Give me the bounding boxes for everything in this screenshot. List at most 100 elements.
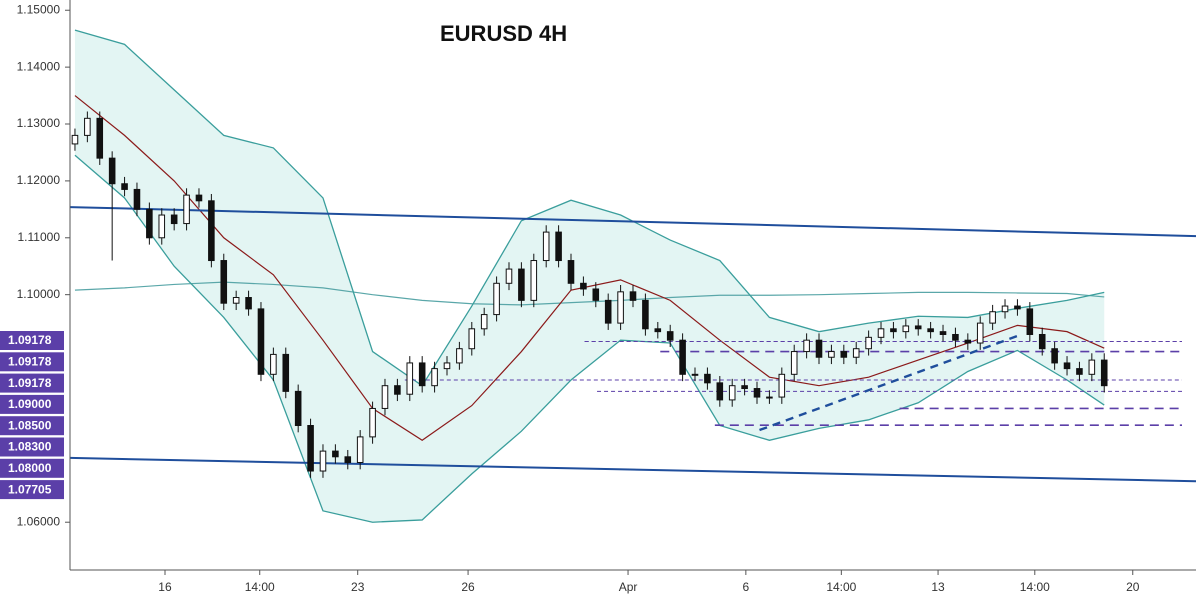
price-label: 1.09178 [8, 376, 52, 390]
x-tick-label: 13 [931, 580, 945, 594]
candle-body [890, 328, 897, 333]
candle-body [431, 368, 438, 387]
candle-body [580, 282, 587, 290]
candle-body [654, 328, 662, 333]
candle-body [394, 385, 401, 395]
x-tick-label: 23 [351, 580, 365, 594]
candle-body [567, 260, 575, 284]
candle-body [691, 373, 699, 376]
y-tick-label: 1.06000 [17, 514, 61, 528]
candle-body [1001, 305, 1009, 313]
candle-body [741, 385, 748, 390]
candle-body [865, 336, 872, 350]
candle-body [1026, 308, 1034, 335]
candle-body [828, 351, 835, 358]
candle-body [914, 325, 922, 330]
price-label-box [0, 437, 64, 457]
candle-body [158, 214, 166, 239]
candle-body [1076, 368, 1083, 375]
price-label: 1.08000 [8, 461, 52, 475]
candle-body [71, 134, 79, 145]
candle-body [530, 260, 538, 301]
y-tick-label: 1.14000 [17, 59, 61, 73]
candle-body [480, 314, 488, 330]
candle-body [418, 362, 426, 387]
candle-body [443, 362, 451, 370]
x-tick-label: 14:00 [1020, 580, 1050, 594]
price-label-box [0, 352, 64, 372]
candle-body [195, 194, 203, 202]
candle-body [1088, 359, 1096, 375]
candle-body [1014, 305, 1021, 310]
x-tick-label: 14:00 [826, 580, 856, 594]
price-label: 1.08500 [8, 418, 52, 432]
y-tick-label: 1.10000 [17, 287, 61, 301]
band-fill [74, 30, 1105, 523]
candle-body [704, 373, 711, 384]
trend-line [69, 206, 1196, 238]
y-tick-label: 1.15000 [17, 2, 61, 16]
candle-body [902, 325, 910, 333]
candle-body [406, 362, 414, 395]
candle-body [716, 382, 724, 401]
x-tick-label: 20 [1126, 580, 1140, 594]
price-label: 1.08300 [8, 440, 52, 454]
candle-body [208, 200, 215, 262]
candle-body [369, 407, 376, 438]
price-label: 1.09178 [8, 354, 52, 368]
candle-body [927, 328, 934, 333]
candle-body [1038, 333, 1046, 350]
lower-line [74, 154, 1105, 523]
x-tick-label: 6 [743, 580, 750, 594]
candle-body [592, 288, 600, 301]
candle-body [964, 339, 972, 344]
candle-body [307, 425, 314, 472]
candle-body [257, 308, 265, 375]
candle-body [617, 291, 624, 324]
y-tick-label: 1.13000 [17, 116, 61, 130]
price-label-box [0, 458, 64, 478]
candle-body [840, 351, 848, 358]
candle-body [728, 385, 736, 401]
candle-body [146, 208, 153, 239]
chart-title: EURUSD 4H [440, 21, 567, 46]
y-tick-label: 1.11000 [18, 230, 61, 244]
price-label: 1.07705 [8, 482, 52, 496]
candle-body [1063, 362, 1071, 370]
candle-body [332, 450, 339, 458]
candle-body [220, 260, 228, 304]
candle-body [232, 297, 240, 304]
candle-body [319, 450, 327, 472]
candle-body [505, 268, 513, 284]
candle-body [679, 339, 686, 375]
x-tick-label: Apr [619, 580, 638, 594]
candle-body [766, 396, 773, 399]
price-label-box [0, 373, 64, 393]
x-tick-label: 16 [158, 580, 172, 594]
candle-body [96, 117, 104, 159]
candle-body [803, 339, 810, 353]
candle-body [108, 157, 116, 185]
trend-line [759, 333, 1021, 432]
candle-body [170, 214, 178, 225]
upper-line [74, 29, 1105, 387]
candle-body [133, 188, 141, 210]
price-label: 1.09178 [8, 333, 52, 347]
price-label-box [0, 416, 64, 436]
candle-body [939, 331, 947, 335]
candle-body [282, 353, 290, 392]
trend-line [69, 456, 1196, 483]
candle-body [1051, 348, 1058, 364]
price-label-box [0, 480, 64, 500]
price-label-box [0, 331, 64, 350]
candle-body [270, 353, 277, 375]
candle-body [604, 299, 612, 324]
candle-body [629, 291, 637, 301]
candle-body [790, 351, 798, 375]
candle-body [294, 390, 302, 427]
candle-body [753, 388, 761, 398]
price-label-box [0, 394, 64, 414]
candle-body [542, 231, 550, 262]
candle-body [666, 331, 674, 341]
candle-body [989, 311, 996, 324]
